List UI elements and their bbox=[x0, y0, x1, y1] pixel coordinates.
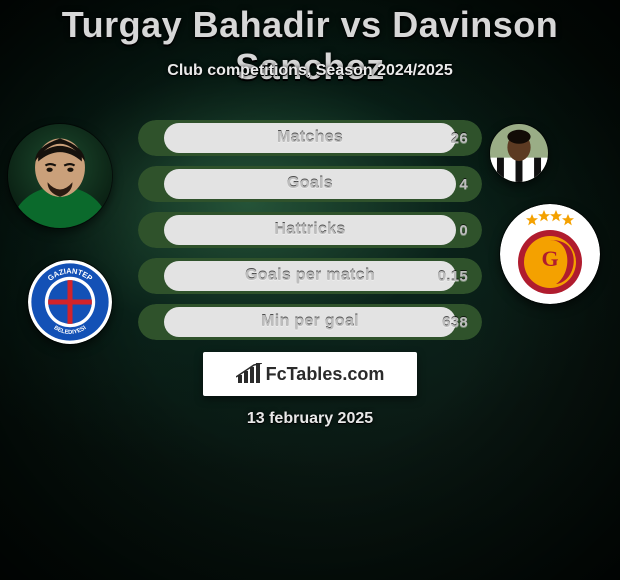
stat-row: Matches 26 bbox=[138, 120, 482, 156]
chart-icon bbox=[236, 363, 262, 385]
player-left-avatar bbox=[8, 124, 112, 228]
stat-value: 0 bbox=[459, 212, 468, 248]
stat-value: 638 bbox=[442, 304, 468, 340]
stat-value: 4 bbox=[459, 166, 468, 202]
footer-date: 13 february 2025 bbox=[0, 410, 620, 428]
stat-list: Matches 26 Goals 4 Hattricks 0 Goals per… bbox=[138, 120, 482, 350]
stat-label: Goals per match bbox=[138, 258, 482, 294]
stat-row: Hattricks 0 bbox=[138, 212, 482, 248]
site-name: FcTables.com bbox=[266, 364, 385, 385]
stat-label: Min per goal bbox=[138, 304, 482, 340]
comparison-card: Turgay Bahadir vs Davinson Sanchez Club … bbox=[0, 0, 620, 580]
stat-label: Matches bbox=[138, 120, 482, 156]
stat-row: Min per goal 638 bbox=[138, 304, 482, 340]
stat-row: Goals per match 0.15 bbox=[138, 258, 482, 294]
stat-label: Goals bbox=[138, 166, 482, 202]
site-branding[interactable]: FcTables.com bbox=[203, 352, 417, 396]
stat-value: 0.15 bbox=[438, 258, 468, 294]
subtitle: Club competitions, Season 2024/2025 bbox=[0, 62, 620, 80]
stat-label: Hattricks bbox=[138, 212, 482, 248]
club-right-crest: G bbox=[500, 204, 600, 304]
stat-value: 26 bbox=[451, 120, 468, 156]
player-right-avatar bbox=[490, 124, 548, 182]
stat-row: Goals 4 bbox=[138, 166, 482, 202]
svg-text:G: G bbox=[541, 246, 558, 271]
club-left-crest: GAZIANTEP BELEDIYESI bbox=[28, 260, 112, 344]
